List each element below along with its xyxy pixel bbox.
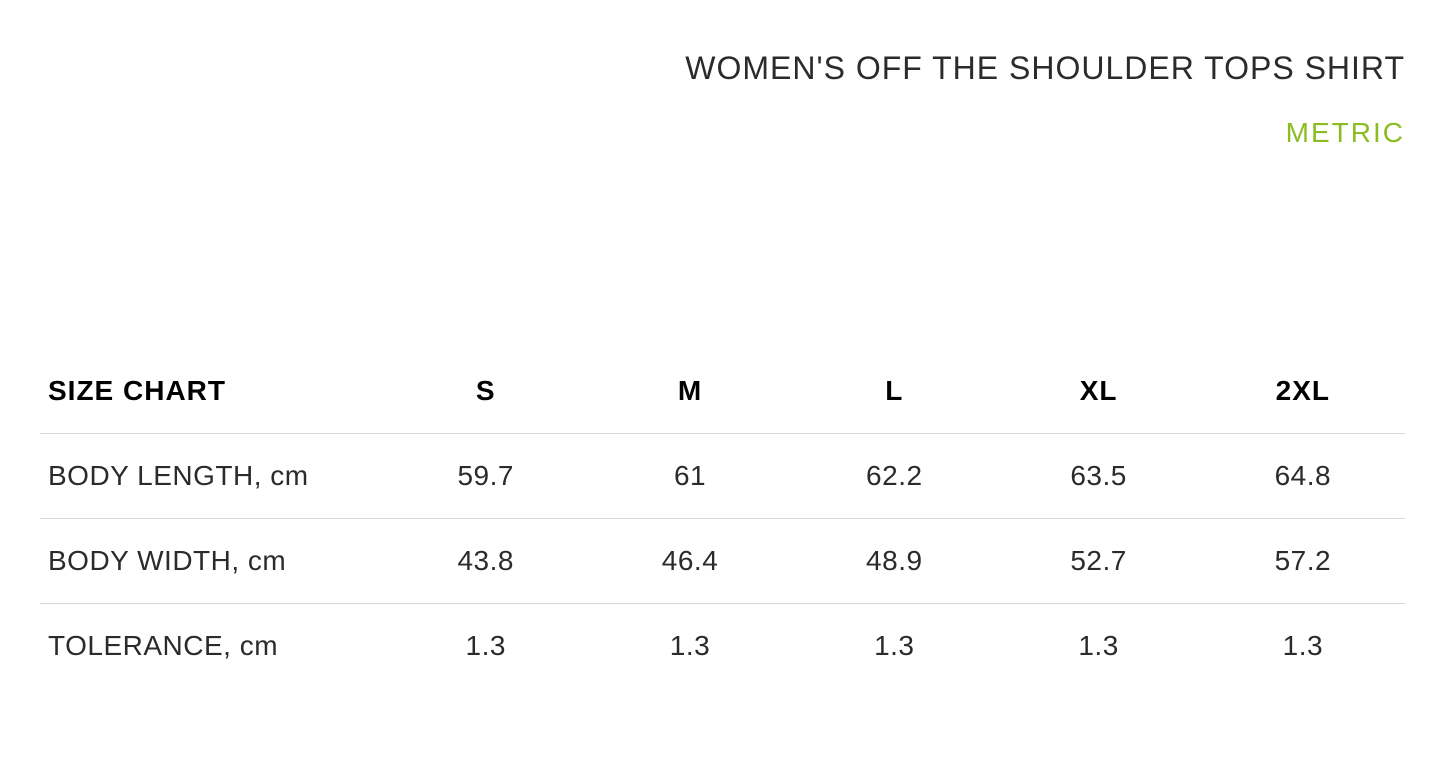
col-s: S [384, 349, 588, 434]
row-label: TOLERANCE, cm [40, 604, 384, 689]
cell: 63.5 [996, 434, 1200, 519]
cell: 1.3 [1201, 604, 1405, 689]
cell: 64.8 [1201, 434, 1405, 519]
cell: 1.3 [792, 604, 996, 689]
page-header: WOMEN'S OFF THE SHOULDER TOPS SHIRT METR… [40, 50, 1405, 149]
table-header-row: SIZE CHART S M L XL 2XL [40, 349, 1405, 434]
cell: 1.3 [996, 604, 1200, 689]
table-row: BODY LENGTH, cm 59.7 61 62.2 63.5 64.8 [40, 434, 1405, 519]
size-chart-page: WOMEN'S OFF THE SHOULDER TOPS SHIRT METR… [0, 0, 1445, 688]
col-xl: XL [996, 349, 1200, 434]
cell: 43.8 [384, 519, 588, 604]
cell: 48.9 [792, 519, 996, 604]
row-label: BODY WIDTH, cm [40, 519, 384, 604]
product-title: WOMEN'S OFF THE SHOULDER TOPS SHIRT [40, 50, 1405, 87]
cell: 57.2 [1201, 519, 1405, 604]
table-header-label: SIZE CHART [40, 349, 384, 434]
table-row: BODY WIDTH, cm 43.8 46.4 48.9 52.7 57.2 [40, 519, 1405, 604]
col-2xl: 2XL [1201, 349, 1405, 434]
cell: 62.2 [792, 434, 996, 519]
cell: 52.7 [996, 519, 1200, 604]
unit-label: METRIC [40, 117, 1405, 149]
cell: 1.3 [384, 604, 588, 689]
cell: 46.4 [588, 519, 792, 604]
cell: 61 [588, 434, 792, 519]
col-m: M [588, 349, 792, 434]
cell: 1.3 [588, 604, 792, 689]
size-chart-table: SIZE CHART S M L XL 2XL BODY LENGTH, cm … [40, 349, 1405, 688]
col-l: L [792, 349, 996, 434]
row-label: BODY LENGTH, cm [40, 434, 384, 519]
table-row: TOLERANCE, cm 1.3 1.3 1.3 1.3 1.3 [40, 604, 1405, 689]
cell: 59.7 [384, 434, 588, 519]
